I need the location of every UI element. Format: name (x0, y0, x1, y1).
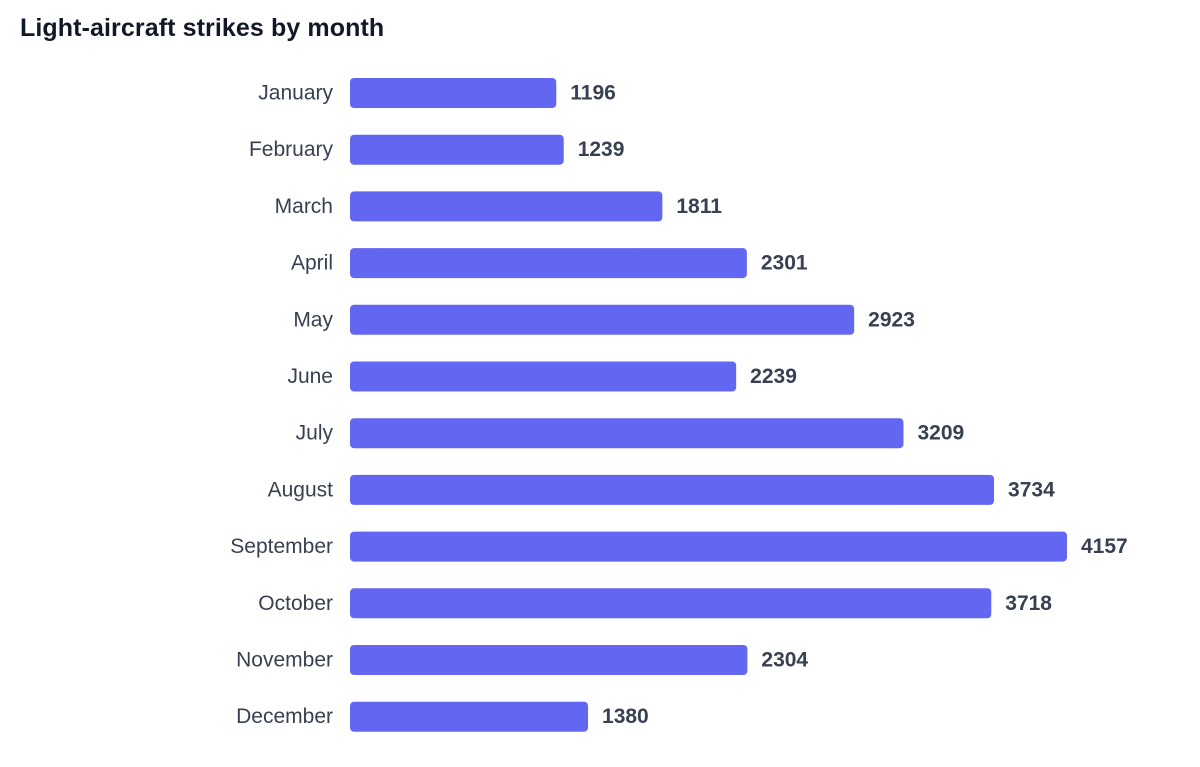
value-label: 2304 (761, 649, 808, 672)
value-label: 3718 (1005, 592, 1052, 615)
value-label: 4157 (1081, 535, 1128, 558)
category-label: February (249, 138, 334, 161)
bar-march (350, 191, 663, 222)
category-label: March (275, 195, 333, 218)
bar-row-february: February 1239 (249, 134, 625, 165)
value-label: 3734 (1008, 478, 1055, 501)
value-label: 1239 (578, 138, 625, 161)
value-label: 1196 (570, 82, 616, 105)
bar-september (350, 531, 1067, 562)
category-label: May (293, 308, 333, 331)
category-label: November (236, 649, 333, 672)
bar-row-november: November 2304 (236, 645, 808, 675)
bar-november (350, 645, 748, 675)
bar-december (350, 701, 589, 732)
value-label: 2301 (761, 252, 808, 275)
bar-row-september: September 4157 (230, 531, 1128, 562)
bar-row-august: August 3734 (268, 474, 1055, 505)
bar-may (350, 304, 855, 335)
category-label: October (258, 592, 333, 615)
chart-title: Light-aircraft strikes by month (20, 14, 385, 42)
bar-october (350, 588, 992, 619)
category-label: June (287, 365, 333, 388)
bar-row-march: March 1811 (275, 191, 722, 222)
bar-august (350, 474, 995, 505)
category-label: December (236, 705, 333, 728)
bar-row-october: October 3718 (258, 588, 1052, 619)
bar-june (350, 361, 737, 392)
category-label: September (230, 535, 333, 558)
bars-layer: January 1196 February 1239 March 1811 April 230… (230, 78, 1128, 732)
value-label: 1811 (676, 195, 722, 218)
bar-row-april: April 2301 (291, 248, 808, 279)
value-label: 3209 (917, 422, 964, 445)
bar-february (350, 134, 564, 165)
bar-row-may: May 2923 (293, 304, 915, 335)
bar-row-december: December 1380 (236, 701, 649, 732)
value-label: 2923 (868, 308, 915, 331)
value-label: 2239 (750, 365, 797, 388)
bar-row-june: June 2239 (287, 361, 797, 392)
category-label: January (258, 82, 333, 105)
value-label: 1380 (602, 705, 649, 728)
category-label: August (268, 478, 334, 501)
bar-row-january: January 1196 (258, 78, 616, 108)
bar-april (350, 248, 747, 279)
category-label: April (291, 252, 333, 275)
bar-row-july: July 3209 (296, 418, 964, 449)
bar-july (350, 418, 904, 449)
bar-january (350, 78, 557, 108)
category-label: July (296, 422, 334, 445)
